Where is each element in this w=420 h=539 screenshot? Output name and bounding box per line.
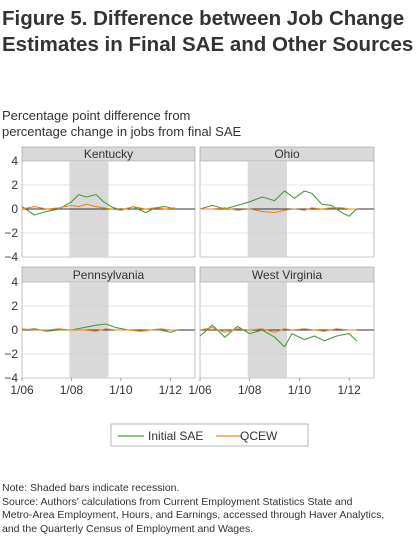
y-tick-label: 4 xyxy=(11,275,18,289)
series-line-initial-sae-kentucky xyxy=(21,194,176,216)
x-tick-label: 1/06 xyxy=(188,383,212,397)
series-line-initial-sae-west-virginia xyxy=(199,324,357,348)
panel-title-pennsylvania: Pennsylvania xyxy=(73,268,145,282)
legend-label-qcew: QCEW xyxy=(240,429,278,443)
series-line-qcew-kentucky xyxy=(21,203,176,211)
legend-label-initial-sae: Initial SAE xyxy=(148,429,203,443)
x-tick-label: 1/10 xyxy=(109,383,133,397)
chart-subtitle: Percentage point difference from percent… xyxy=(2,108,241,140)
source-line-2: Metro-Area Employment, Hours, and Earnin… xyxy=(2,509,385,521)
title-line-1: Figure 5. Difference between Job Change xyxy=(2,7,405,30)
y-tick-label: 2 xyxy=(11,299,18,313)
x-tick-label: 1/06 xyxy=(10,383,34,397)
y-tick-label: 4 xyxy=(11,154,18,168)
y-tick-label: 2 xyxy=(11,178,18,192)
chart-notes: Note: Shaded bars indicate recession. So… xyxy=(2,482,418,536)
small-multiples-chart: Kentucky420−2−4OhioPennsylvania420−2−41/… xyxy=(4,146,375,447)
series-line-qcew-pennsylvania xyxy=(21,328,178,332)
note-text: Note: Shaded bars indicate recession. xyxy=(2,482,180,494)
y-tick-label: −2 xyxy=(4,347,18,361)
title-line-2: Estimates in Final SAE and Other Sources xyxy=(2,33,414,56)
legend-box xyxy=(110,423,309,447)
panel-title-kentucky: Kentucky xyxy=(84,147,133,161)
y-tick-label: −4 xyxy=(4,250,18,264)
y-tick-label: 0 xyxy=(11,202,18,216)
series-line-qcew-west-virginia xyxy=(199,327,357,333)
y-tick-label: 0 xyxy=(11,323,18,337)
series-line-qcew-ohio xyxy=(200,207,357,214)
x-tick-label: 1/08 xyxy=(60,383,84,397)
source-line-1: Source: Authors' calculations from Curre… xyxy=(2,495,353,508)
series-line-initial-sae-ohio xyxy=(199,190,357,217)
subtitle-line-2: percentage change in jobs from final SAE xyxy=(2,124,242,139)
x-tick-label: 1/08 xyxy=(238,383,262,397)
subtitle-line-1: Percentage point difference from xyxy=(2,108,191,123)
source-line-3: and the Quarterly Census of Employment a… xyxy=(2,522,254,535)
x-tick-label: 1/10 xyxy=(288,383,312,397)
y-tick-label: −4 xyxy=(4,371,18,385)
x-tick-label: 1/12 xyxy=(337,383,361,397)
y-tick-label: −2 xyxy=(4,226,18,240)
series-line-initial-sae-pennsylvania xyxy=(21,323,178,333)
legend: Initial SAE QCEW xyxy=(110,423,309,447)
x-tick-label: 1/12 xyxy=(159,383,183,397)
chart-title: Figure 5. Difference between Job Change … xyxy=(2,6,418,58)
panel-title-ohio: Ohio xyxy=(274,147,300,161)
panel-title-west-virginia: West Virginia xyxy=(252,268,323,282)
